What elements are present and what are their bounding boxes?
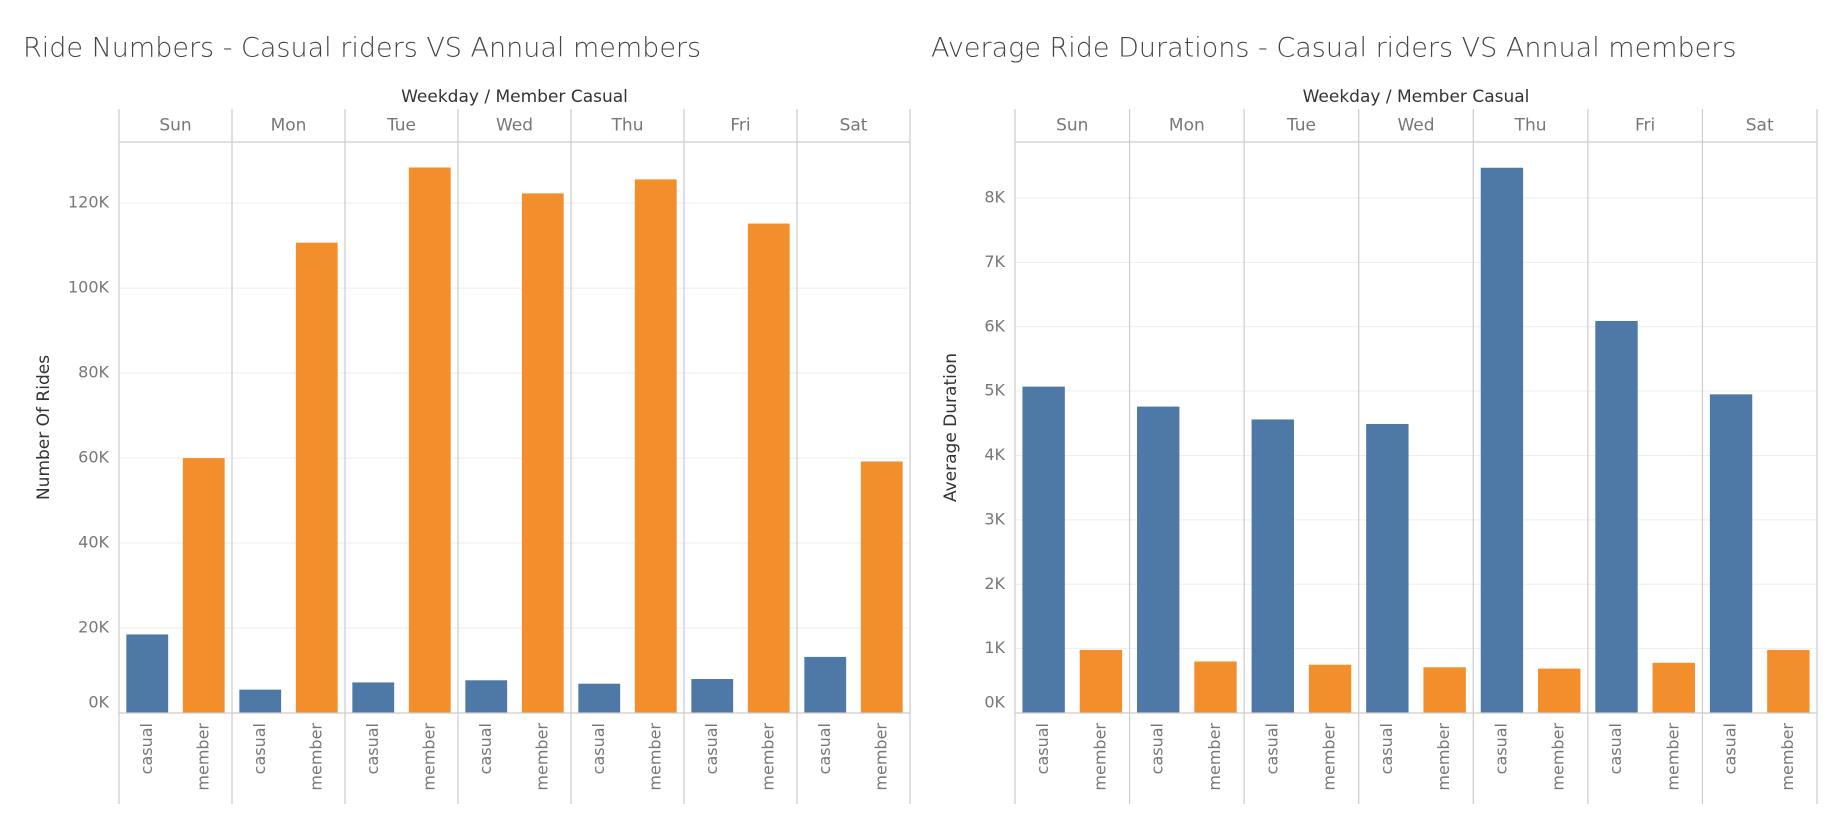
chart-title: Ride Numbers - Casual riders VS Annual m… [23, 33, 701, 64]
day-label: Fri [730, 116, 750, 136]
y-tick-label: 8K [984, 188, 1005, 207]
bar [578, 683, 621, 713]
x-tick-label: member [1205, 723, 1224, 791]
x-tick-label: member [1778, 723, 1797, 791]
day-label: Tue [386, 116, 416, 136]
bar [1423, 667, 1466, 713]
x-tick-label: member [1320, 723, 1339, 791]
bar [1767, 649, 1810, 713]
bar [1366, 423, 1409, 713]
x-tick-label: casual [476, 723, 495, 774]
y-tick-label: 40K [78, 533, 109, 552]
y-tick-label: 1K [984, 638, 1005, 657]
day-label: Mon [1169, 116, 1205, 136]
x-tick-label: casual [815, 723, 834, 774]
y-tick-label: 0K [88, 693, 109, 712]
day-label: Sat [1746, 116, 1774, 136]
bar [691, 679, 734, 713]
y-tick-label: 60K [78, 448, 109, 467]
bar [860, 461, 903, 713]
x-tick-label: member [193, 723, 212, 791]
bar [408, 167, 451, 713]
y-tick-label: 0K [984, 693, 1005, 712]
bar [634, 179, 677, 713]
y-tick-label: 120K [68, 193, 110, 212]
day-label: Sun [1056, 116, 1088, 136]
x-tick-label: casual [589, 723, 608, 774]
bar [465, 680, 508, 713]
x-tick-label: casual [1148, 723, 1167, 774]
bar [1194, 661, 1237, 713]
day-label: Wed [496, 116, 533, 136]
x-tick-label: casual [1033, 723, 1052, 774]
bar [747, 223, 790, 714]
day-label: Fri [1635, 116, 1655, 136]
y-tick-label: 6K [984, 316, 1005, 335]
bar [239, 689, 282, 713]
bar [182, 458, 225, 713]
y-tick-label: 20K [78, 618, 109, 637]
bar [1595, 320, 1638, 713]
bar [1480, 167, 1524, 713]
chart-title: Average Ride Durations - Casual riders V… [931, 33, 1736, 64]
y-tick-label: 7K [984, 252, 1005, 271]
x-tick-label: member [532, 723, 551, 791]
x-tick-label: casual [363, 723, 382, 774]
bar [1538, 668, 1581, 713]
day-label: Thu [1514, 116, 1547, 136]
day-label: Mon [271, 116, 307, 136]
x-tick-label: casual [1721, 723, 1740, 774]
day-label: Thu [611, 116, 644, 136]
bar [1308, 664, 1352, 713]
day-label: Wed [1397, 116, 1434, 136]
x-tick-label: member [1434, 723, 1453, 791]
y-tick-label: 2K [984, 574, 1005, 593]
x-tick-label: member [645, 723, 664, 791]
x-tick-label: casual [250, 723, 269, 774]
x-tick-label: member [758, 723, 777, 791]
x-tick-label: casual [1606, 723, 1625, 774]
y-tick-label: 5K [984, 381, 1005, 400]
day-label: Sat [840, 116, 868, 136]
bar [1079, 649, 1123, 713]
x-tick-label: casual [1491, 723, 1510, 774]
bar [804, 656, 847, 713]
bar [126, 634, 169, 713]
x-tick-label: member [419, 723, 438, 791]
bar [1137, 406, 1180, 713]
x-tick-label: casual [137, 723, 156, 774]
x-tick-label: member [1549, 723, 1568, 791]
x-tick-label: member [871, 723, 890, 791]
day-label: Tue [1286, 116, 1316, 136]
y-axis-label: Average Duration [941, 353, 961, 502]
y-tick-label: 80K [78, 363, 109, 382]
y-axis-label: Number Of Rides [34, 355, 54, 500]
header: Weekday / Member Casual [1303, 87, 1530, 107]
x-tick-label: member [1663, 723, 1682, 791]
day-label: Sun [159, 116, 191, 136]
y-tick-label: 4K [984, 445, 1005, 464]
y-tick-label: 3K [984, 509, 1005, 528]
bar [1652, 662, 1695, 713]
bar [1709, 394, 1753, 713]
bar [1022, 386, 1065, 713]
bar [352, 682, 395, 713]
header: Weekday / Member Casual [401, 87, 628, 107]
x-tick-label: member [1090, 723, 1109, 791]
x-tick-label: casual [1377, 723, 1396, 774]
bar [295, 242, 338, 713]
bar [521, 193, 564, 714]
bar [1251, 419, 1294, 713]
x-tick-label: casual [702, 723, 721, 774]
x-tick-label: casual [1262, 723, 1281, 774]
y-tick-label: 100K [68, 278, 110, 297]
x-tick-label: member [306, 723, 325, 791]
